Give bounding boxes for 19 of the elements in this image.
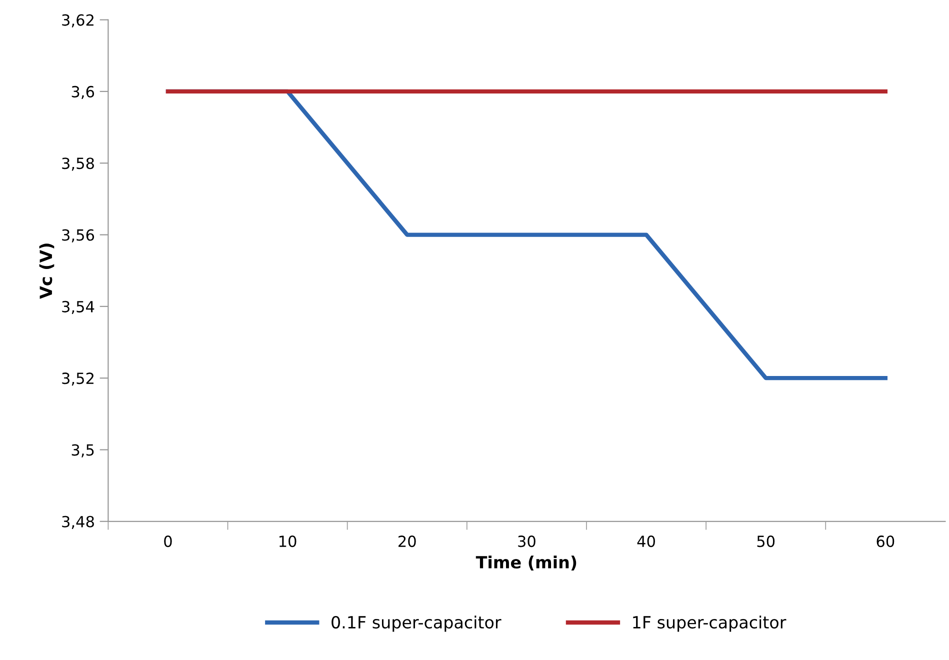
y-tick-label: 3,52: [62, 372, 94, 386]
y-axis-title: Vc (V): [39, 244, 54, 299]
x-tick-label: 10: [280, 536, 296, 548]
y-tick-label: 3,6: [72, 86, 94, 100]
y-tick-label: 3,62: [62, 14, 94, 28]
y-tick-label: 3,5: [72, 444, 94, 458]
x-tick-label: 20: [398, 536, 416, 548]
x-tick-label: 50: [757, 536, 775, 548]
y-tick-label: 3,48: [62, 516, 94, 529]
legend-label: 1F super-capacitor: [633, 616, 786, 632]
y-tick-label: 3,58: [62, 158, 94, 171]
x-tick-label: 60: [876, 536, 894, 548]
x-tick-label: 40: [637, 536, 655, 548]
legend-label: 0.1F super-capacitor: [332, 616, 502, 632]
x-tick-label: 0: [164, 536, 172, 548]
x-tick-label: 30: [518, 536, 536, 548]
y-tick-label: 3,54: [62, 300, 94, 314]
x-axis-title: Time (min): [476, 556, 576, 570]
y-tick-label: 3,56: [62, 229, 94, 242]
